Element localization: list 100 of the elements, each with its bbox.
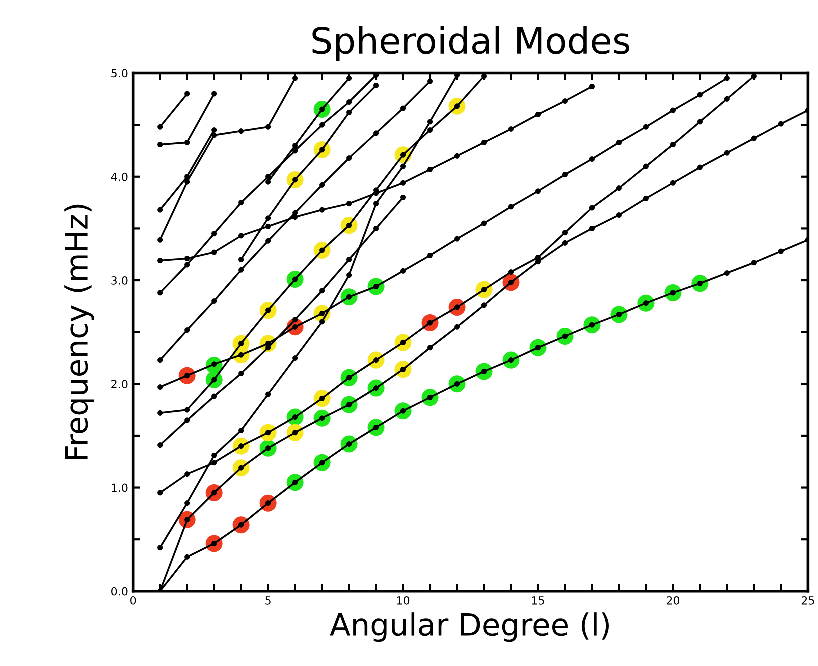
point bbox=[238, 257, 244, 263]
point bbox=[266, 224, 272, 230]
point bbox=[320, 207, 326, 213]
point bbox=[589, 205, 596, 211]
point bbox=[184, 262, 190, 268]
point bbox=[535, 188, 542, 194]
point bbox=[374, 226, 380, 232]
point bbox=[266, 174, 272, 180]
point bbox=[184, 472, 190, 478]
point bbox=[158, 545, 164, 551]
point bbox=[212, 452, 218, 458]
point bbox=[266, 216, 272, 222]
point bbox=[184, 418, 190, 424]
y-tick-label: 4.0 bbox=[111, 172, 128, 182]
x-tick-label: 25 bbox=[802, 596, 814, 605]
point bbox=[346, 76, 352, 82]
point bbox=[320, 319, 326, 325]
point bbox=[184, 327, 190, 334]
point bbox=[508, 204, 514, 210]
point bbox=[643, 124, 649, 130]
point bbox=[427, 78, 434, 84]
point bbox=[508, 269, 514, 276]
point bbox=[292, 143, 298, 149]
point bbox=[400, 164, 406, 170]
point bbox=[643, 196, 649, 202]
point bbox=[184, 500, 190, 506]
point bbox=[346, 257, 352, 263]
point bbox=[212, 91, 218, 97]
point bbox=[346, 201, 352, 207]
x-tick-label: 15 bbox=[532, 596, 544, 605]
point bbox=[481, 302, 488, 308]
point bbox=[535, 254, 542, 260]
point bbox=[212, 231, 218, 237]
point bbox=[643, 164, 649, 170]
point bbox=[427, 127, 434, 134]
point bbox=[508, 126, 514, 132]
point bbox=[724, 270, 730, 276]
point bbox=[670, 142, 676, 148]
point bbox=[562, 172, 568, 178]
point bbox=[346, 155, 352, 162]
point bbox=[320, 182, 326, 188]
x-tick-label: 5 bbox=[266, 596, 271, 605]
y-tick-label: 2.0 bbox=[112, 380, 128, 389]
point bbox=[292, 317, 298, 323]
point bbox=[589, 156, 596, 162]
point bbox=[158, 290, 164, 296]
point bbox=[158, 207, 164, 213]
point bbox=[238, 428, 244, 434]
point bbox=[374, 82, 380, 88]
point bbox=[724, 96, 730, 102]
point bbox=[454, 153, 460, 159]
point bbox=[238, 128, 244, 134]
point bbox=[589, 84, 596, 90]
point bbox=[724, 76, 730, 82]
point bbox=[400, 180, 406, 186]
point bbox=[724, 150, 730, 156]
x-axis-title: Angular Degree (l) bbox=[330, 612, 610, 642]
point bbox=[266, 345, 272, 351]
point bbox=[481, 140, 488, 146]
point bbox=[616, 186, 622, 192]
point bbox=[292, 148, 298, 154]
point bbox=[266, 392, 272, 398]
point bbox=[158, 490, 164, 496]
point bbox=[374, 130, 380, 136]
point bbox=[535, 112, 542, 118]
point bbox=[616, 212, 622, 218]
point bbox=[184, 91, 190, 97]
chart-title: Spheroidal Modes bbox=[312, 26, 630, 62]
point bbox=[158, 358, 164, 364]
point bbox=[670, 108, 676, 114]
point bbox=[778, 248, 784, 254]
point bbox=[292, 355, 298, 362]
point bbox=[212, 298, 218, 304]
point bbox=[158, 384, 164, 390]
point bbox=[158, 237, 164, 243]
point bbox=[697, 119, 703, 125]
y-axis-title: Frequency (mHz) bbox=[64, 204, 94, 460]
point bbox=[481, 220, 488, 226]
x-tick-label: 10 bbox=[397, 596, 410, 605]
point bbox=[238, 233, 244, 239]
point bbox=[427, 119, 434, 125]
point bbox=[158, 142, 164, 148]
x-tick-label: 20 bbox=[666, 596, 680, 605]
point bbox=[184, 179, 190, 185]
point bbox=[212, 132, 218, 138]
point bbox=[562, 98, 568, 104]
point bbox=[292, 214, 298, 220]
point bbox=[184, 140, 190, 146]
point bbox=[562, 240, 568, 246]
point bbox=[400, 268, 406, 274]
point bbox=[400, 106, 406, 112]
point bbox=[697, 164, 703, 170]
point bbox=[158, 442, 164, 448]
point bbox=[346, 110, 352, 116]
point bbox=[751, 136, 757, 142]
y-tick-label: 0.0 bbox=[112, 587, 128, 596]
point bbox=[778, 121, 784, 127]
point bbox=[266, 238, 272, 244]
point bbox=[427, 252, 434, 258]
x-tick-label: 0 bbox=[130, 596, 136, 605]
